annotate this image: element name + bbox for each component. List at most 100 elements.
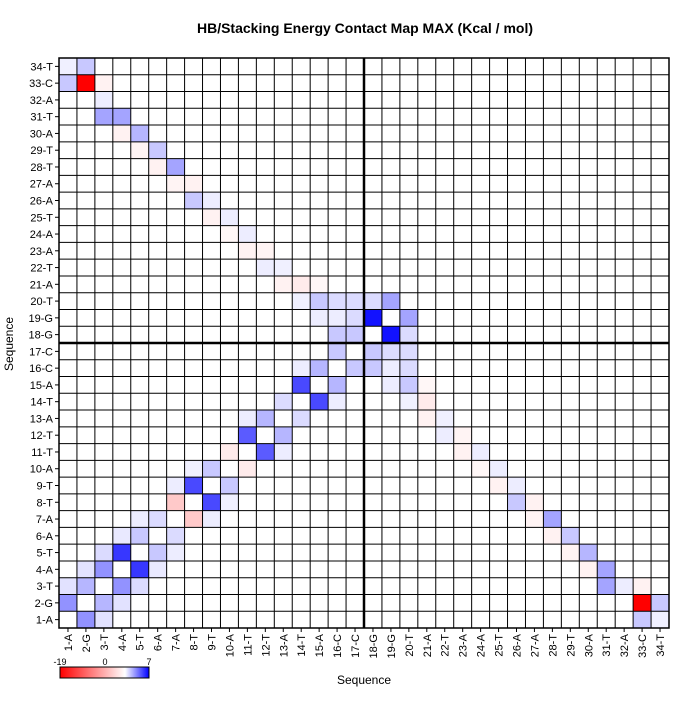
heatmap-cell (130, 527, 149, 545)
x-tick-label: 11-T (242, 634, 254, 656)
heatmap-cell (453, 426, 472, 444)
heatmap-cells (59, 58, 669, 628)
y-tick-label: 4-A (36, 564, 54, 576)
y-tick-label: 22-T (30, 263, 53, 275)
y-tick-label: 13-A (30, 413, 54, 425)
heatmap-cell (166, 175, 185, 193)
heatmap-cell (489, 477, 508, 494)
y-tick-labels: 1-A 2-G 3-T 4-A 5-T 6-A 7-A 8-T 9-T 10-A 11-T 12-T 1… (29, 61, 59, 627)
heatmap-cell (381, 359, 400, 377)
heatmap-cell (525, 510, 544, 528)
heatmap-cell (112, 527, 131, 545)
y-tick-label: 11-T (31, 447, 53, 459)
heatmap-cell (148, 560, 167, 578)
heatmap-cell (184, 510, 203, 528)
y-tick-label: 7-A (36, 514, 54, 526)
heatmap-cell (130, 577, 149, 595)
heatmap-cell (220, 493, 239, 511)
x-tick-label: 25-T (494, 634, 506, 657)
x-tick-label: 29-T (565, 634, 577, 657)
heatmap-cell (507, 493, 526, 511)
heatmap-cell (256, 259, 275, 276)
heatmap-cell (238, 460, 257, 478)
x-tick-label: 10-A (224, 633, 236, 657)
y-tick-label: 25-T (30, 212, 53, 224)
heatmap-cell (166, 477, 185, 494)
heatmap-cell (220, 443, 239, 461)
y-tick-label: 16-C (29, 363, 53, 375)
heatmap-cell (417, 393, 436, 411)
heatmap-cell (274, 393, 293, 411)
y-tick-label: 27-A (30, 179, 54, 191)
heatmap-cell (543, 527, 562, 545)
heatmap-cell (292, 275, 311, 293)
heatmap-cell (310, 359, 329, 377)
heatmap-cell (76, 577, 95, 595)
y-tick-label: 14-T (30, 397, 53, 409)
x-tick-label: 3-T (99, 634, 111, 651)
y-axis-label: Sequence (2, 317, 16, 371)
y-tick-label: 1-A (36, 615, 54, 627)
heatmap-cell (112, 594, 131, 612)
heatmap-cell (220, 225, 239, 243)
x-tick-label: 2-G (81, 634, 93, 652)
heatmap-cell (76, 611, 95, 628)
heatmap-cell (615, 577, 634, 595)
heatmap-cell (130, 125, 149, 142)
y-tick-label: 8-T (37, 497, 54, 509)
heatmap-cell (364, 343, 382, 360)
heatmap-cell (399, 309, 418, 327)
heatmap-cell (597, 577, 616, 595)
y-tick-label: 32-A (30, 95, 54, 107)
heatmap-cell (651, 594, 669, 612)
heatmap-cell (256, 443, 275, 461)
heatmap-cell (651, 611, 669, 628)
heatmap-cell (166, 158, 185, 176)
heatmap-cell (328, 326, 347, 343)
heatmap-cell (94, 544, 113, 561)
heatmap-cell (471, 460, 490, 478)
heatmap-cell (94, 594, 113, 612)
heatmap-cell (59, 594, 77, 612)
x-tick-label: 32-A (619, 633, 631, 657)
heatmap-cell (130, 141, 149, 159)
heatmap-cell (597, 560, 616, 578)
x-tick-label: 13-A (278, 633, 290, 657)
heatmap-cell (417, 410, 436, 427)
heatmap-cell (184, 175, 203, 193)
heatmap-cell (328, 343, 347, 360)
heatmap-cell (561, 544, 580, 561)
x-axis-label: Sequence (337, 673, 391, 687)
heatmap-cell (346, 309, 364, 327)
heatmap-cell (435, 426, 454, 444)
heatmap-cell (346, 326, 364, 343)
heatmap-cell (633, 577, 652, 595)
x-tick-label: 18-G (368, 634, 380, 658)
x-tick-label: 28-T (547, 634, 559, 657)
x-tick-label: 33-C (637, 634, 649, 658)
heatmap-cell (579, 560, 598, 578)
heatmap-cell (292, 410, 311, 427)
heatmap-cell (256, 242, 275, 260)
y-tick-label: 3-T (37, 581, 54, 593)
heatmap-cell (399, 326, 418, 343)
heatmap-cell (561, 527, 580, 545)
heatmap-cell (112, 125, 131, 142)
y-tick-label: 30-A (30, 128, 54, 140)
y-tick-label: 31-T (30, 112, 53, 124)
heatmap-cell (328, 376, 347, 394)
color-scale-zero-label: 0 (103, 657, 108, 667)
x-tick-label: 34-T (655, 634, 667, 657)
x-tick-label: 22-T (440, 634, 452, 657)
x-tick-label: 16-C (332, 634, 344, 658)
heatmap-cell (166, 493, 185, 511)
heatmap-cell (202, 208, 221, 226)
heatmap-cell (364, 292, 382, 310)
y-tick-label: 24-A (30, 229, 54, 241)
y-tick-label: 19-G (29, 313, 53, 325)
heatmap-cell (471, 443, 490, 461)
x-tick-label: 7-A (171, 633, 183, 651)
heatmap-cell (59, 577, 77, 595)
heatmap-cell (346, 292, 364, 310)
heatmap-cell (633, 594, 652, 612)
